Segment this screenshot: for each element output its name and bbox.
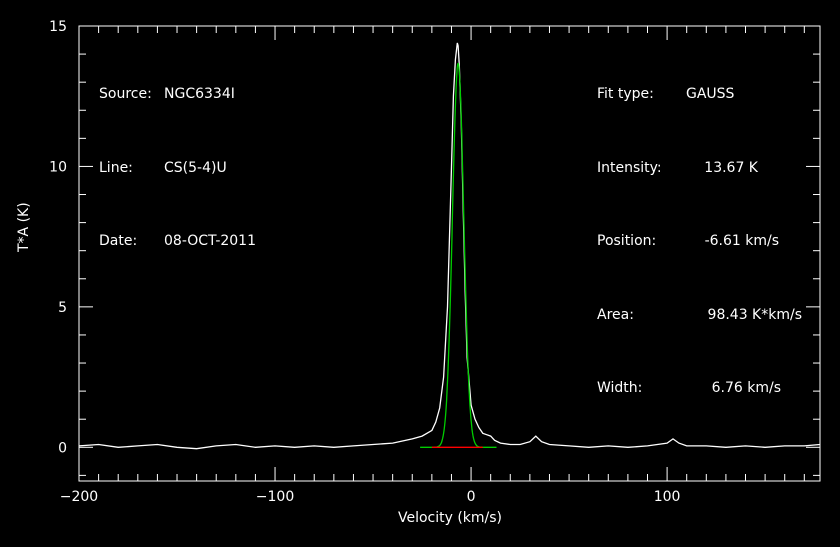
fit-type-row: Fit type: GAUSS bbox=[597, 82, 802, 107]
fit-info: Fit type: GAUSS Intensity: 13.67 K Positio… bbox=[597, 33, 802, 425]
source-key: Source: bbox=[99, 86, 152, 102]
date-value: 08-OCT-2011 bbox=[164, 233, 256, 249]
area-key: Area: bbox=[597, 306, 634, 323]
width-row: Width: 6.76 km/s bbox=[597, 376, 802, 401]
plot-frame bbox=[78, 25, 821, 482]
y-tick-label: 15 bbox=[49, 19, 67, 35]
width-key: Width: bbox=[597, 380, 643, 396]
intensity-key: Intensity: bbox=[597, 159, 662, 176]
intensity-row: Intensity: 13.67 K bbox=[597, 156, 802, 181]
intensity-value: 13.67 K bbox=[704, 159, 758, 176]
gaussian-fit-line bbox=[420, 62, 497, 448]
y-tick-label: 5 bbox=[58, 300, 67, 316]
line-key: Line: bbox=[99, 159, 133, 176]
y-tick-label: 10 bbox=[49, 159, 67, 175]
observation-info: Source: NGC6334I Line: CS(5-4)U Date: 08-OC… bbox=[99, 33, 256, 278]
width-value: 6.76 km/s bbox=[711, 380, 781, 396]
source-value: NGC6334I bbox=[164, 86, 235, 102]
line-row: Line: CS(5-4)U bbox=[99, 156, 256, 181]
x-tick-label: 100 bbox=[654, 489, 681, 505]
date-row: Date: 08-OCT-2011 bbox=[99, 229, 256, 254]
area-value: 98.43 K*km/s bbox=[707, 306, 802, 323]
source-row: Source: NGC6334I bbox=[99, 82, 256, 107]
axis-ticks bbox=[78, 25, 820, 481]
y-tick-label: 0 bbox=[58, 440, 67, 456]
date-key: Date: bbox=[99, 233, 138, 249]
fit-type-value: GAUSS bbox=[686, 86, 735, 102]
position-value: -6.61 km/s bbox=[704, 233, 779, 249]
fit-type-key: Fit type: bbox=[597, 86, 654, 102]
y-axis-label: T*A (K) bbox=[16, 202, 32, 252]
tick-labels: −200 −100 0 100 0 5 10 15 bbox=[49, 19, 680, 505]
x-tick-label: −200 bbox=[60, 489, 98, 505]
position-key: Position: bbox=[597, 233, 657, 249]
line-value: CS(5-4)U bbox=[164, 159, 227, 176]
y-axis-label-text: T*A (K) bbox=[16, 202, 32, 252]
x-tick-label: 0 bbox=[467, 489, 476, 505]
position-row: Position: -6.61 km/s bbox=[597, 229, 802, 254]
area-row: Area: 98.43 K*km/s bbox=[597, 303, 802, 328]
plot-curves bbox=[78, 42, 821, 450]
x-tick-label: −100 bbox=[256, 489, 294, 505]
x-axis-label: Velocity (km/s) bbox=[397, 510, 503, 526]
